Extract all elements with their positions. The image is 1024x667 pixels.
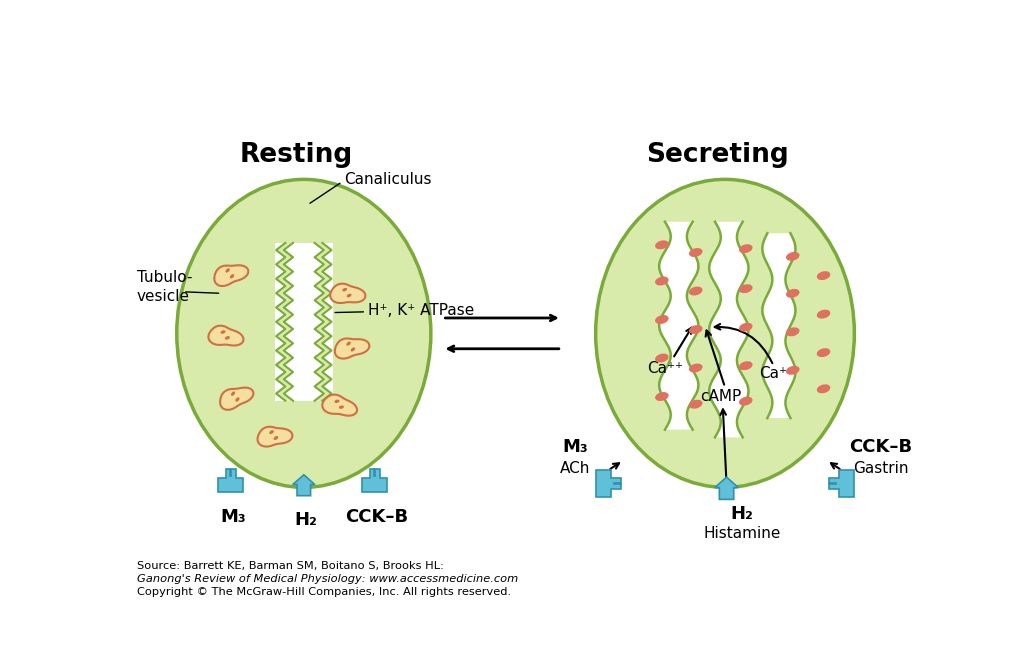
Ellipse shape — [689, 364, 702, 372]
Polygon shape — [596, 470, 622, 497]
Ellipse shape — [689, 325, 702, 334]
Ellipse shape — [655, 277, 669, 285]
Ellipse shape — [689, 248, 702, 257]
Ellipse shape — [655, 392, 669, 401]
Ellipse shape — [786, 289, 800, 297]
Ellipse shape — [817, 309, 830, 319]
Ellipse shape — [786, 366, 800, 375]
Ellipse shape — [596, 179, 854, 488]
Text: Copyright © The McGraw-Hill Companies, Inc. All rights reserved.: Copyright © The McGraw-Hill Companies, I… — [137, 587, 511, 597]
Ellipse shape — [347, 293, 351, 297]
Text: CCK–B: CCK–B — [345, 508, 409, 526]
Text: Tubulo-
vesicle: Tubulo- vesicle — [137, 270, 193, 304]
Ellipse shape — [177, 179, 431, 488]
Text: Histamine: Histamine — [703, 526, 780, 541]
Ellipse shape — [739, 397, 753, 406]
Text: cAMP: cAMP — [700, 389, 741, 404]
Ellipse shape — [689, 400, 702, 409]
Ellipse shape — [739, 323, 753, 331]
Polygon shape — [218, 469, 243, 492]
Text: Secreting: Secreting — [646, 141, 788, 167]
Text: H₂: H₂ — [730, 504, 754, 522]
Ellipse shape — [346, 342, 351, 346]
Text: M₃: M₃ — [562, 438, 588, 456]
Text: Ca⁺⁺: Ca⁺⁺ — [760, 366, 796, 381]
Ellipse shape — [655, 240, 669, 249]
Polygon shape — [220, 388, 253, 410]
Polygon shape — [209, 325, 244, 346]
Text: Source: Barrett KE, Barman SM, Boitano S, Brooks HL:: Source: Barrett KE, Barman SM, Boitano S… — [137, 560, 443, 570]
Polygon shape — [293, 475, 315, 496]
Text: H⁺, K⁺ ATPase: H⁺, K⁺ ATPase — [368, 303, 474, 317]
Text: H₂: H₂ — [294, 511, 316, 529]
Ellipse shape — [342, 288, 347, 291]
Ellipse shape — [739, 244, 753, 253]
Ellipse shape — [786, 252, 800, 261]
Ellipse shape — [220, 330, 225, 334]
Ellipse shape — [655, 354, 669, 362]
Ellipse shape — [231, 392, 236, 396]
Text: Resting: Resting — [240, 141, 352, 167]
Ellipse shape — [339, 406, 344, 409]
Text: Canaliculus: Canaliculus — [345, 172, 432, 187]
Text: Gastrin: Gastrin — [853, 461, 908, 476]
Ellipse shape — [236, 398, 240, 402]
Ellipse shape — [689, 287, 702, 295]
Bar — [274, 243, 333, 401]
Ellipse shape — [739, 362, 753, 370]
Ellipse shape — [739, 284, 753, 293]
Ellipse shape — [786, 327, 800, 336]
Polygon shape — [214, 265, 248, 286]
Text: CCK–B: CCK–B — [849, 438, 912, 456]
Ellipse shape — [269, 430, 273, 434]
Ellipse shape — [230, 274, 234, 278]
Text: Ganong's Review of Medical Physiology: www.accessmedicine.com: Ganong's Review of Medical Physiology: w… — [137, 574, 518, 584]
Text: Ca⁺⁺: Ca⁺⁺ — [647, 361, 683, 376]
Text: ACh: ACh — [560, 461, 590, 476]
Polygon shape — [314, 243, 332, 401]
Text: M₃: M₃ — [220, 508, 246, 526]
Ellipse shape — [817, 271, 830, 280]
Polygon shape — [257, 427, 293, 446]
Ellipse shape — [225, 336, 230, 340]
Ellipse shape — [225, 268, 229, 273]
Ellipse shape — [817, 384, 830, 394]
Polygon shape — [362, 469, 387, 492]
Ellipse shape — [350, 348, 355, 352]
Polygon shape — [828, 470, 854, 497]
Polygon shape — [335, 338, 370, 359]
Ellipse shape — [817, 348, 830, 357]
Ellipse shape — [273, 436, 279, 440]
Polygon shape — [276, 243, 293, 401]
Ellipse shape — [335, 400, 340, 403]
Polygon shape — [323, 395, 357, 416]
Polygon shape — [330, 283, 366, 303]
Polygon shape — [715, 477, 738, 500]
Ellipse shape — [655, 315, 669, 324]
